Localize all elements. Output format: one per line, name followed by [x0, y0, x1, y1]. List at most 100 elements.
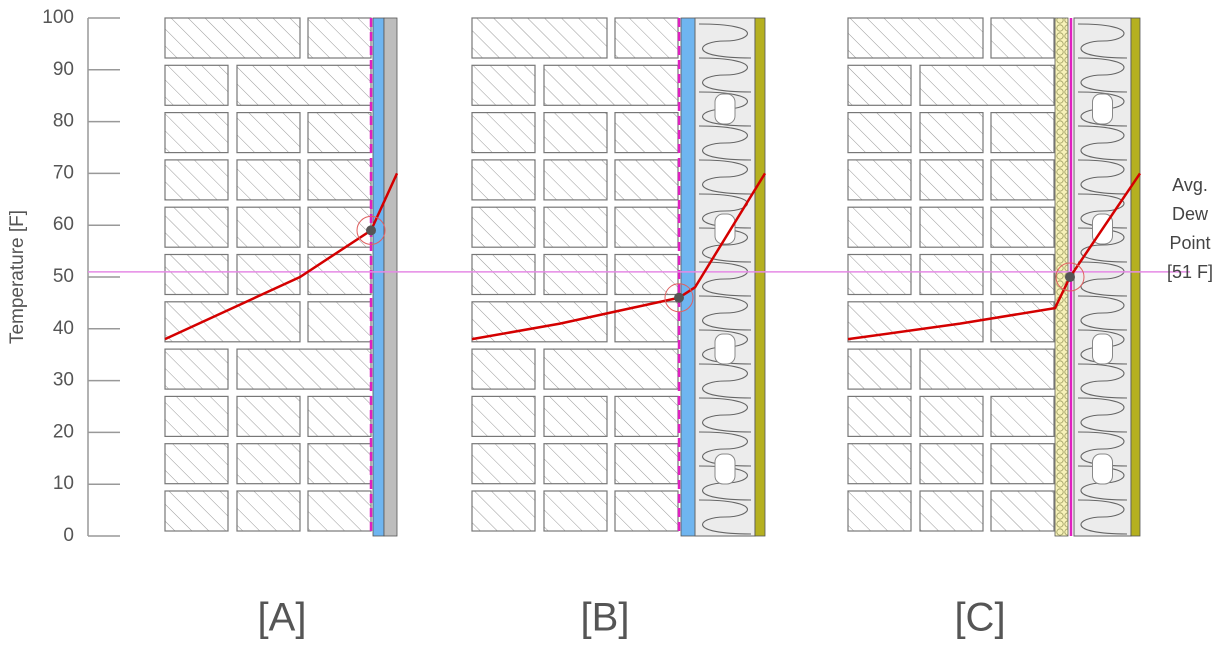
- brick: [471, 348, 536, 390]
- y-tick-label: 10: [53, 473, 74, 494]
- panel-label: [A]: [258, 596, 307, 640]
- brick: [614, 395, 679, 437]
- brick: [471, 443, 536, 485]
- brick: [543, 348, 679, 390]
- brick: [164, 17, 301, 59]
- brick: [543, 490, 608, 532]
- brick: [471, 490, 536, 532]
- insulation-slot: [1092, 93, 1113, 125]
- brick: [919, 443, 984, 485]
- y-tick-label: 100: [42, 7, 74, 28]
- brick: [543, 111, 608, 154]
- insulation-slot: [1092, 333, 1113, 365]
- brick: [236, 253, 301, 296]
- brick: [919, 253, 984, 296]
- brick: [164, 443, 229, 485]
- condensation-ring: [1055, 262, 1085, 292]
- brick: [164, 395, 229, 437]
- brick: [847, 17, 984, 59]
- brick: [236, 159, 301, 201]
- dew-point-label: Point: [1169, 233, 1210, 253]
- y-tick-label: 90: [53, 59, 74, 80]
- condensation-point: [674, 292, 684, 303]
- sheathing: [383, 17, 398, 537]
- brick: [614, 111, 679, 154]
- panel-label: [B]: [581, 596, 630, 640]
- brick: [307, 395, 372, 437]
- y-tick-label: 40: [53, 318, 74, 339]
- brick: [847, 395, 912, 437]
- brick: [919, 395, 984, 437]
- insulation-slot: [714, 213, 736, 245]
- dew-point-label: Avg.: [1172, 175, 1208, 195]
- brick: [990, 17, 1055, 59]
- condensation-point: [1065, 272, 1075, 282]
- brick: [164, 159, 229, 201]
- brick: [164, 206, 229, 248]
- condensation-ring: [356, 215, 386, 245]
- brick: [847, 490, 912, 532]
- brick: [614, 206, 679, 248]
- brick: [236, 64, 372, 106]
- brick: [236, 348, 372, 390]
- y-tick-label: 60: [53, 214, 74, 235]
- brick: [614, 17, 679, 59]
- brick: [164, 490, 229, 532]
- brick: [990, 253, 1055, 296]
- y-tick-label: 20: [53, 421, 74, 442]
- insulation-slot: [1092, 453, 1113, 485]
- brick: [307, 159, 372, 201]
- brick: [543, 395, 608, 437]
- brick: [471, 111, 536, 154]
- brick: [164, 64, 229, 106]
- brick: [990, 490, 1055, 532]
- insulation-slot: [714, 93, 736, 125]
- brick: [236, 206, 301, 248]
- brick: [307, 490, 372, 532]
- brick: [471, 17, 608, 59]
- y-tick-label: 50: [53, 266, 74, 287]
- brick: [543, 64, 679, 106]
- brick: [543, 443, 608, 485]
- y-tick-label: 80: [53, 111, 74, 132]
- brick: [543, 206, 608, 248]
- temperature-profile: [164, 172, 399, 341]
- brick: [471, 159, 536, 201]
- brick: [614, 443, 679, 485]
- insulation-slot: [714, 453, 736, 485]
- brick: [919, 348, 1055, 390]
- brick: [236, 111, 301, 154]
- brick: [990, 301, 1055, 343]
- brick: [307, 111, 372, 154]
- brick: [847, 348, 912, 390]
- dew-point-label: [51 F]: [1167, 262, 1213, 282]
- brick: [543, 159, 608, 201]
- brick: [471, 253, 536, 296]
- air-barrier: [372, 17, 385, 537]
- brick: [847, 111, 912, 154]
- y-tick-label: 0: [63, 525, 74, 546]
- insulation-slot: [714, 333, 736, 365]
- y-tick-label: 70: [53, 162, 74, 183]
- brick: [919, 111, 984, 154]
- brick: [471, 395, 536, 437]
- y-tick-label: 30: [53, 370, 74, 391]
- brick: [614, 490, 679, 532]
- brick: [307, 301, 372, 343]
- brick: [164, 111, 229, 154]
- condensation-ring: [664, 283, 694, 313]
- panel-label: [C]: [954, 596, 1005, 640]
- brick: [919, 64, 1055, 106]
- brick: [471, 64, 536, 106]
- brick: [919, 159, 984, 201]
- cladding: [1130, 17, 1141, 537]
- brick: [236, 395, 301, 437]
- brick: [847, 206, 912, 248]
- brick: [236, 490, 301, 532]
- condensation-point: [366, 225, 376, 236]
- brick: [847, 64, 912, 106]
- brick: [307, 443, 372, 485]
- dew-point-label: Dew: [1172, 204, 1209, 224]
